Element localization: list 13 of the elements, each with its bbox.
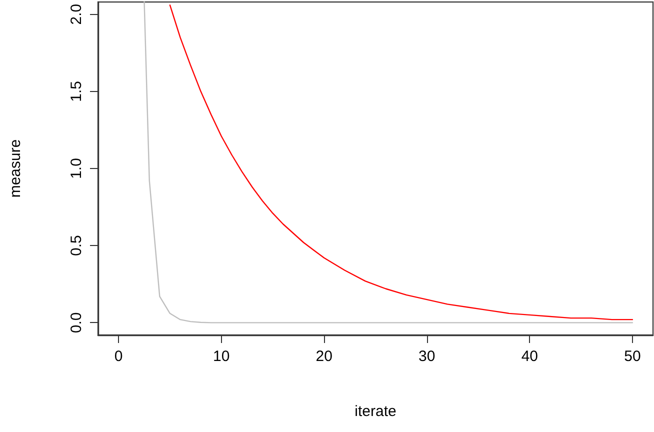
x-tick-label: 10 bbox=[212, 348, 230, 365]
x-tick-label: 20 bbox=[316, 348, 332, 365]
y-tick-label: 1.0 bbox=[68, 158, 85, 179]
y-tick-label: 0.0 bbox=[68, 312, 85, 334]
x-tick-label: 40 bbox=[521, 348, 538, 365]
y-tick-label: 1.5 bbox=[68, 80, 85, 102]
y-tick-label: 0.5 bbox=[68, 235, 85, 256]
x-tick-label: 30 bbox=[418, 348, 436, 365]
y-axis-title: measure bbox=[7, 139, 24, 198]
x-tick-label: 50 bbox=[624, 348, 641, 365]
x-tick-label: 0 bbox=[114, 348, 123, 365]
x-axis-title: iterate bbox=[354, 403, 396, 420]
y-tick-label: 2.0 bbox=[68, 4, 85, 25]
